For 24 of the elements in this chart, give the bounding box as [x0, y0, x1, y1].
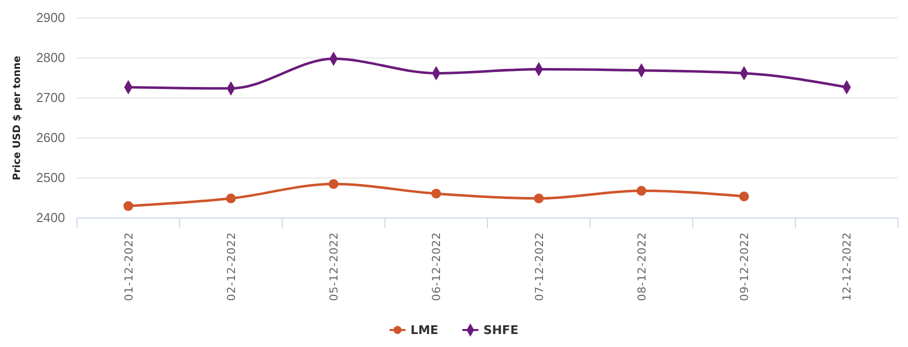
- x-tick-label: 02-12-2022: [224, 232, 238, 301]
- x-tick-label: 01-12-2022: [122, 232, 136, 301]
- y-axis-title: Price USD $ per tonne: [12, 56, 23, 180]
- x-tick-label: 05-12-2022: [328, 232, 341, 301]
- y-tick-label: 2900: [36, 10, 65, 26]
- point: [431, 188, 442, 198]
- point: [123, 201, 134, 211]
- point: [226, 194, 236, 204]
- y-tick-label: 2600: [36, 130, 65, 146]
- x-tick-label: 08-12-2022: [635, 232, 648, 301]
- y-tick-label: 2500: [36, 170, 65, 186]
- point: [328, 179, 338, 189]
- y-tick-label: 2800: [36, 50, 65, 66]
- x-tick-label: 12-12-2022: [840, 232, 854, 301]
- legend-label: LME: [410, 323, 438, 338]
- point: [534, 194, 544, 204]
- x-tick-label: 06-12-2022: [430, 232, 444, 301]
- legend-label: SHFE: [483, 323, 518, 338]
- point: [636, 186, 646, 196]
- point: [739, 192, 749, 202]
- x-tick-label: 09-12-2022: [738, 232, 752, 301]
- y-tick-label: 2400: [36, 210, 65, 226]
- x-tick-label: 07-12-2022: [532, 232, 546, 301]
- y-tick-label: 2700: [36, 90, 65, 106]
